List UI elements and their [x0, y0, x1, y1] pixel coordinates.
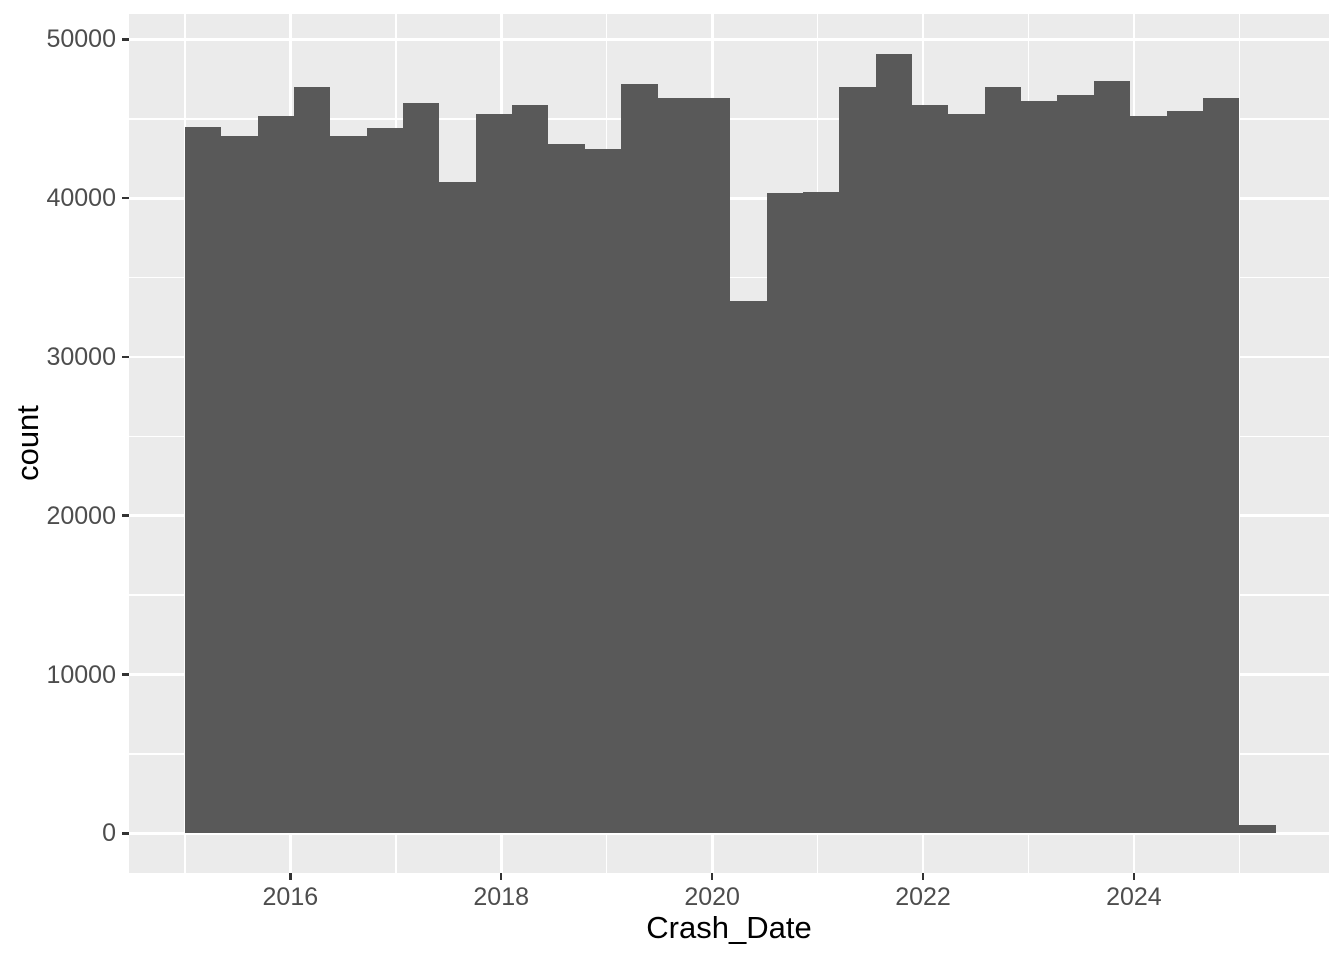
histogram-bar — [584, 148, 622, 834]
histogram-bar — [1166, 110, 1203, 834]
histogram-bar — [1057, 94, 1094, 834]
y-tick-label: 50000 — [46, 25, 116, 54]
histogram-bar — [366, 128, 404, 834]
histogram-bar — [839, 87, 876, 834]
y-tick-mark — [122, 673, 129, 676]
x-tick-label: 2024 — [1106, 883, 1162, 911]
x-tick-mark — [1132, 873, 1136, 880]
histogram-bar — [875, 53, 913, 834]
histogram-bar — [948, 114, 985, 834]
histogram-bar — [1021, 101, 1058, 834]
x-tick-mark — [289, 873, 292, 880]
x-tick-mark — [921, 873, 925, 880]
histogram-bar — [293, 87, 331, 834]
histogram-bar — [257, 115, 294, 834]
histogram-bar — [657, 98, 694, 834]
x-tick-mark — [499, 873, 503, 880]
histogram-bar — [512, 104, 549, 834]
x-tick-label: 2018 — [473, 883, 530, 911]
x-tick-mark — [710, 873, 714, 880]
histogram-bar — [184, 126, 222, 834]
histogram-bar — [912, 104, 949, 834]
x-tick-label: 2022 — [895, 883, 951, 911]
x-minor-gridline — [1238, 14, 1241, 873]
histogram-bar — [802, 191, 840, 834]
histogram-bar — [475, 114, 513, 834]
x-tick-label: 2016 — [262, 883, 319, 911]
histogram-bar — [1093, 80, 1131, 834]
y-tick-label: 10000 — [46, 660, 116, 689]
y-tick-mark — [122, 196, 129, 200]
y-major-gridline — [129, 831, 1329, 835]
x-tick-label: 2020 — [684, 883, 740, 911]
y-tick-mark — [122, 832, 129, 835]
y-axis-title: count — [10, 405, 45, 481]
histogram-bar — [730, 301, 767, 834]
histogram-bar — [1239, 825, 1276, 834]
histogram-bar — [221, 136, 258, 834]
histogram-bar — [693, 98, 731, 834]
histogram-bar — [1130, 115, 1167, 834]
histogram-bar — [621, 83, 658, 834]
y-tick-mark — [122, 38, 129, 41]
y-tick-mark — [122, 514, 129, 517]
histogram-bar — [330, 136, 367, 834]
y-tick-label: 40000 — [46, 184, 116, 213]
histogram-bar — [548, 144, 585, 834]
x-axis-title: Crash_Date — [646, 910, 812, 945]
plot-panel — [129, 14, 1329, 873]
y-tick-mark — [122, 355, 129, 359]
y-major-gridline — [129, 38, 1329, 41]
histogram-bar — [1202, 98, 1240, 834]
histogram-bar — [984, 87, 1022, 834]
y-tick-label: 30000 — [46, 342, 116, 371]
histogram-bar — [403, 102, 440, 834]
y-tick-label: 20000 — [46, 501, 116, 530]
y-tick-label: 0 — [102, 819, 116, 848]
histogram-bar — [439, 182, 476, 834]
histogram-bar — [766, 193, 803, 834]
